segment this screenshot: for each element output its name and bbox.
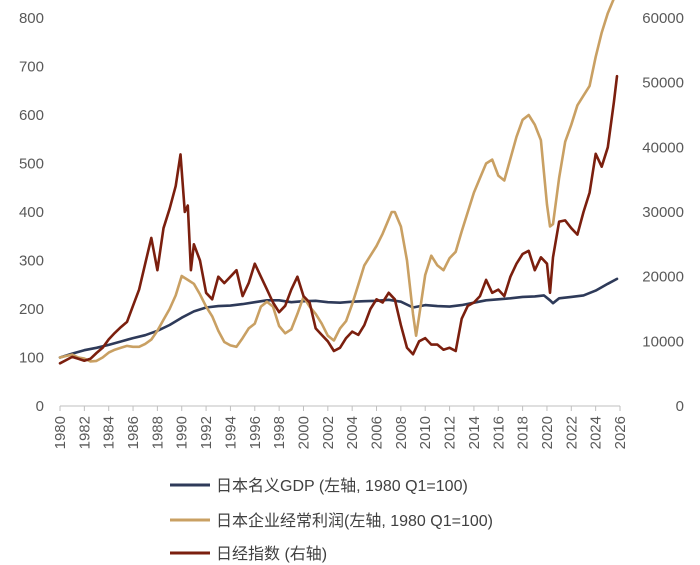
x-axis-tick-label: 1982: [76, 416, 93, 449]
x-axis-tick-label: 2012: [442, 416, 459, 449]
x-axis-tick-label: 1984: [101, 416, 118, 449]
left-axis-tick-label: 200: [19, 301, 44, 318]
x-axis-tick-label: 2024: [588, 416, 605, 449]
right-axis-tick-label: 40000: [642, 139, 684, 156]
x-axis-tick-label: 2022: [563, 416, 580, 449]
x-axis-tick-label: 1998: [271, 416, 288, 449]
x-axis-tick-label: 2014: [466, 416, 483, 449]
x-axis-tick-label: 1990: [174, 416, 191, 449]
x-axis-tick-label: 1994: [222, 416, 239, 449]
x-axis-tick-label: 2002: [320, 416, 337, 449]
left-axis-tick-label: 700: [19, 59, 44, 76]
left-axis-tick-label: 0: [36, 398, 44, 415]
right-axis-tick-label: 20000: [642, 269, 684, 286]
left-axis-tick-label: 300: [19, 253, 44, 270]
axes: 0 100 200 300 400 500 600 700 800 0 10000 20000 3000…: [19, 10, 684, 449]
x-axis-tick-label: 2020: [539, 416, 556, 449]
left-axis-tick-label: 500: [19, 156, 44, 173]
legend-label-nikkei: 日经指数 (右轴): [216, 545, 327, 563]
right-axis-tick-label: 50000: [642, 75, 684, 92]
left-axis-tick-label: 600: [19, 107, 44, 124]
x-axis-tick-label: 1980: [52, 416, 69, 449]
right-axis-tick-label: 10000: [642, 333, 684, 350]
series-line-nikkei: [58, 74, 619, 365]
x-axis-tick-label: 2016: [490, 416, 507, 449]
x-axis-tick-label: 1986: [125, 416, 142, 449]
x-axis-tick-label: 2008: [393, 416, 410, 449]
x-axis-tick-label: 2026: [612, 416, 629, 449]
x-axis-tick-label: 2018: [515, 416, 532, 449]
right-axis-tick-label: 0: [676, 398, 684, 415]
x-axis-tick-label: 2000: [295, 416, 312, 449]
left-axis-tick-label: 400: [19, 204, 44, 221]
x-axis-tick-label: 2006: [369, 416, 386, 449]
right-axis-tick-label: 30000: [642, 204, 684, 221]
x-axis-tick-label: 2004: [344, 416, 361, 449]
x-axis-tick-label: 2010: [417, 416, 434, 449]
x-axis-tick-label: 1992: [198, 416, 215, 449]
legend-label-gdp: 日本名义GDP (左轴, 1980 Q1=100): [216, 477, 468, 495]
left-axis-tick-label: 800: [19, 10, 44, 27]
legend: 日本名义GDP (左轴, 1980 Q1=100) 日本企业经常利润(左轴, 19…: [170, 477, 493, 563]
x-axis-tick-label: 1996: [247, 416, 264, 449]
left-axis-tick-label: 100: [19, 350, 44, 367]
x-axis-tick-label: 1988: [149, 416, 166, 449]
legend-label-profit: 日本企业经常利润(左轴, 1980 Q1=100): [216, 512, 493, 530]
series-line-profit: [58, 0, 615, 363]
series-lines: [58, 0, 619, 365]
right-axis-tick-label: 60000: [642, 10, 684, 27]
